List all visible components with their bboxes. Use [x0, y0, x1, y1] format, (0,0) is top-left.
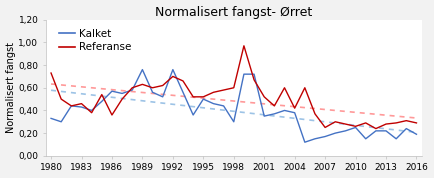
- Y-axis label: Normalisert fangst: Normalisert fangst: [6, 42, 16, 133]
- Title: Normalisert fangst- Ørret: Normalisert fangst- Ørret: [155, 6, 312, 19]
- Legend: Kalket, Referanse: Kalket, Referanse: [55, 25, 135, 56]
